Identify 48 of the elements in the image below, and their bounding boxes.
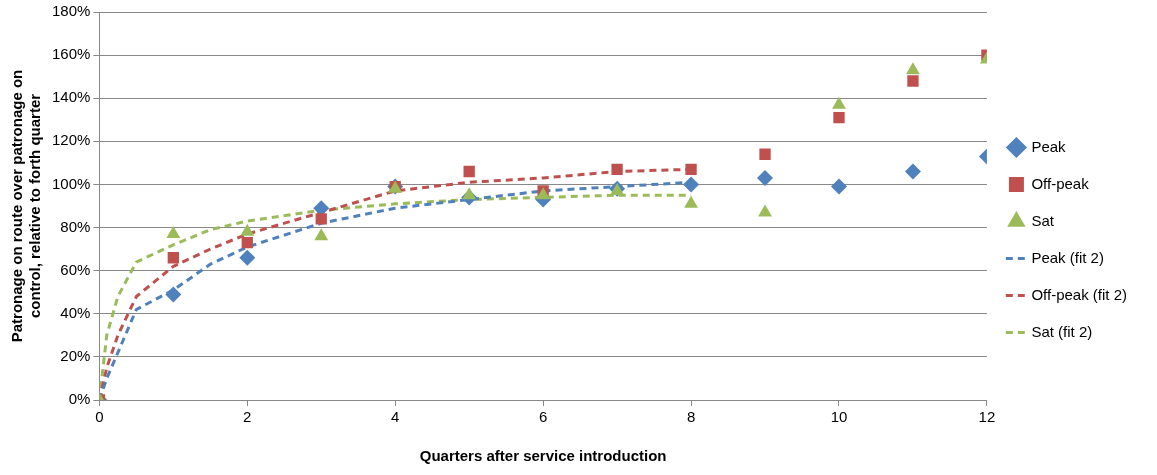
point bbox=[904, 163, 921, 180]
y-tick-label: 160% bbox=[51, 45, 91, 63]
y-tick-label: 20% bbox=[60, 347, 91, 365]
y-tick-label: 40% bbox=[60, 303, 91, 321]
point bbox=[611, 163, 623, 176]
x-axis-title: Quarters after service introduction bbox=[419, 447, 667, 465]
point bbox=[757, 169, 774, 186]
point bbox=[463, 165, 475, 178]
x-tick-label: 4 bbox=[391, 408, 400, 426]
y-tick-label: 0% bbox=[68, 390, 91, 408]
point bbox=[758, 204, 772, 217]
legend-label: Sat (fit 2) bbox=[1031, 322, 1093, 340]
point bbox=[906, 62, 920, 75]
x-tick-label: 6 bbox=[538, 408, 548, 426]
point bbox=[684, 195, 698, 208]
point bbox=[832, 96, 846, 109]
x-tick-label: 10 bbox=[830, 408, 848, 426]
y-tick-label: 120% bbox=[51, 131, 91, 149]
y-tick-label: 180% bbox=[51, 2, 91, 20]
point bbox=[759, 148, 771, 160]
x-tick-label: 2 bbox=[243, 408, 252, 426]
legend-label: Off-peak (fit 2) bbox=[1031, 285, 1128, 303]
x-tick-label: 12 bbox=[978, 408, 996, 426]
legend-label: Peak bbox=[1031, 137, 1067, 155]
point bbox=[167, 252, 179, 264]
legend-label: Off-peak bbox=[1031, 174, 1090, 192]
point bbox=[241, 236, 253, 249]
point bbox=[830, 178, 847, 195]
y-tick-label: 100% bbox=[51, 174, 91, 192]
point bbox=[314, 228, 329, 241]
x-tick-label: 0 bbox=[95, 408, 104, 426]
y-axis-title: Patronage on route over patronage on control, relative to forth quarter bbox=[8, 69, 44, 343]
y-tick-label: 80% bbox=[60, 217, 91, 235]
point bbox=[166, 226, 181, 239]
point bbox=[907, 75, 919, 87]
point bbox=[683, 176, 700, 193]
y-tick-label: 60% bbox=[60, 260, 91, 278]
point bbox=[240, 223, 255, 236]
legend-label: Peak (fit 2) bbox=[1031, 248, 1104, 266]
point bbox=[462, 187, 477, 200]
point bbox=[685, 163, 697, 176]
point bbox=[315, 213, 327, 225]
point bbox=[165, 286, 182, 303]
point bbox=[239, 249, 256, 266]
point bbox=[833, 111, 845, 124]
x-tick-label: 8 bbox=[686, 408, 696, 426]
legend-label: Sat bbox=[1031, 211, 1055, 229]
y-tick-label: 140% bbox=[51, 88, 91, 106]
